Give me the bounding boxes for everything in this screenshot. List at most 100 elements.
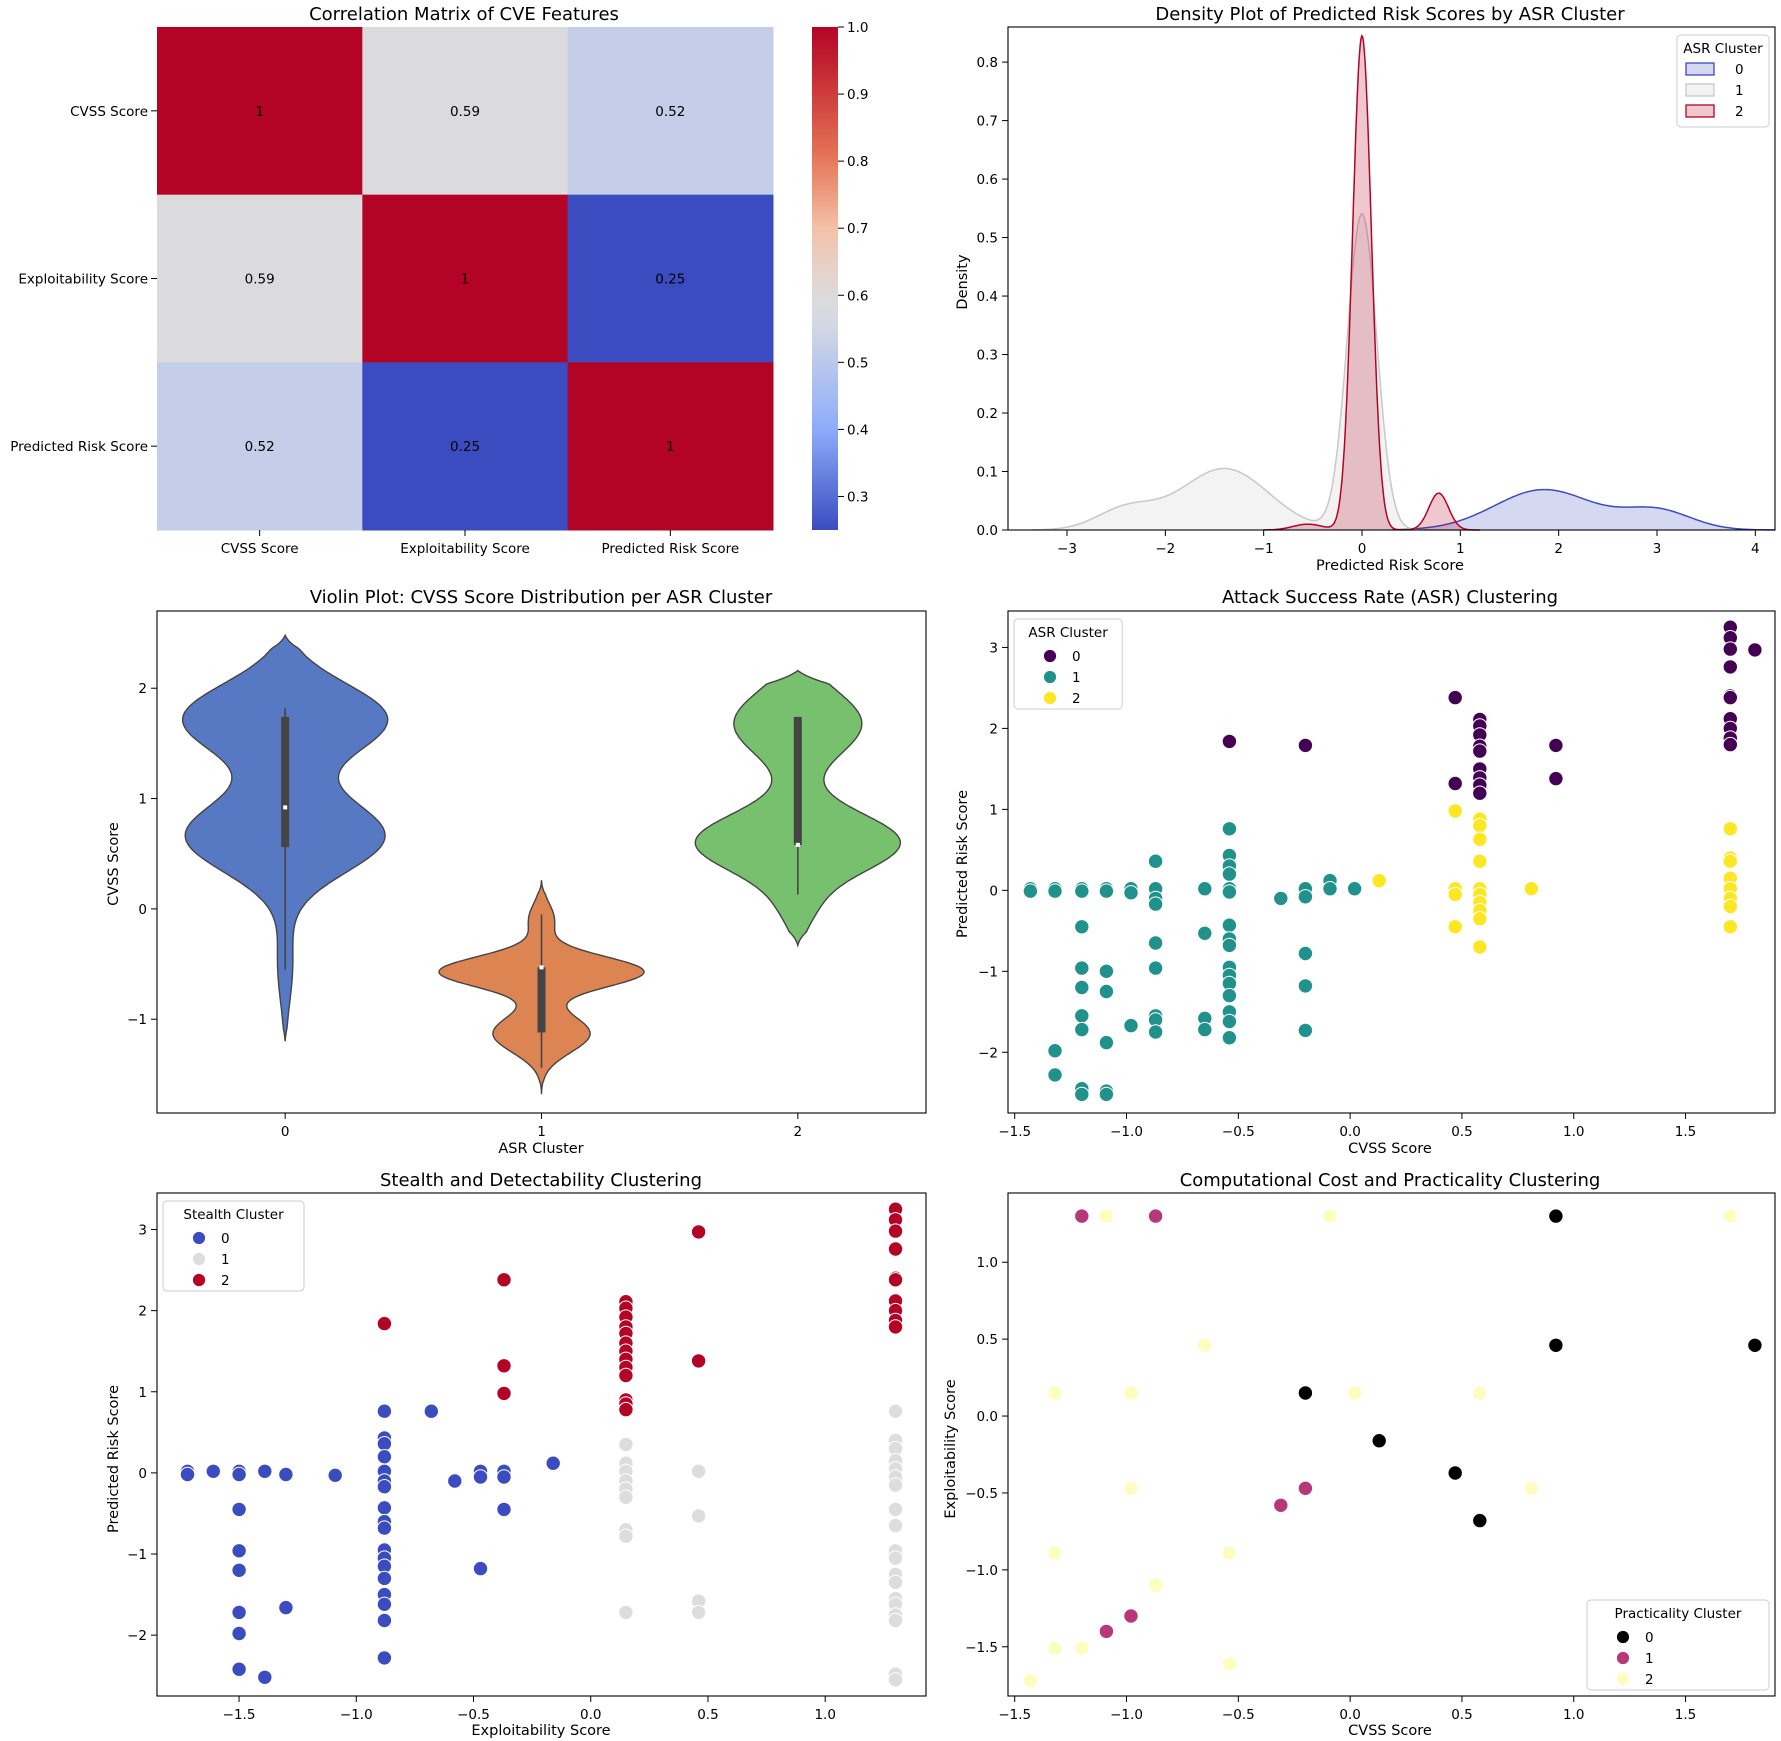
stealth-point-0-32: [376, 1612, 393, 1629]
practicality-point-1-2: [1297, 1480, 1314, 1497]
asr-point-1-30: [1147, 960, 1164, 976]
stealth-point-1-7: [618, 1528, 634, 1544]
practicality-point-2-4: [1047, 1385, 1063, 1401]
asr-point-2-1: [1447, 803, 1463, 819]
stealth-ytick-label-4: 2: [138, 1304, 147, 1320]
stealth-ylabel: Predicted Risk Score: [106, 1385, 122, 1533]
asr-ytick-label-5: 3: [989, 640, 998, 656]
practicality-point-2-13: [1047, 1640, 1063, 1657]
stealth-point-1-12: [690, 1604, 707, 1621]
heatmap-cell-label-1-1: 1: [461, 272, 470, 288]
stealth-point-0-40: [496, 1469, 512, 1485]
asr-point-1-28: [1147, 896, 1164, 912]
stealth-point-2-2: [496, 1358, 512, 1374]
practicality-point-2-9: [1523, 1480, 1540, 1497]
asr-point-0-12: [1472, 785, 1488, 801]
stealth-point-2-24: [887, 1272, 904, 1288]
heatmap-cell-label-2-1: 0.25: [450, 439, 480, 455]
violin-xlabel: ASR Cluster: [498, 1141, 583, 1157]
stealth-point-0-16: [376, 1403, 393, 1419]
stealth-point-1-31: [887, 1672, 904, 1688]
asr-point-0-14: [1548, 770, 1564, 787]
stealth-point-2-28: [887, 1319, 904, 1335]
stealth-point-0-23: [376, 1500, 393, 1516]
asr-legend-marker-2: [1043, 691, 1057, 705]
heatmap-colorbar-label-6: 0.9: [847, 87, 868, 103]
asr-point-0-18: [1722, 659, 1739, 675]
stealth-point-0-22: [376, 1479, 393, 1495]
asr-xtick-label-3: 0.0: [1339, 1124, 1360, 1140]
stealth-legend-label-1: 1: [221, 1252, 230, 1268]
stealth-point-0-37: [472, 1469, 489, 1485]
violin-median-2: [795, 842, 800, 847]
asr-point-1-19: [1098, 1034, 1115, 1051]
density-xtick-label-4: 1: [1456, 541, 1465, 557]
density-ytick-label-4: 0.4: [977, 289, 998, 305]
heatmap-colorbar-label-1: 0.4: [847, 422, 868, 438]
stealth-point-0-34: [423, 1403, 439, 1419]
stealth-point-0-38: [472, 1560, 489, 1577]
practicality-legend-label-2: 2: [1645, 1672, 1654, 1688]
practicality-point-0-1: [1548, 1337, 1564, 1354]
violin-ytick-label-2: 1: [138, 792, 147, 808]
heatmap-colorbar-label-4: 0.7: [847, 221, 868, 237]
stealth-point-0-2: [205, 1463, 222, 1480]
violin-ytick-label-3: 2: [138, 681, 147, 697]
density-xlabel: Predicted Risk Score: [1316, 558, 1464, 574]
heatmap-cell-label-1-2: 0.25: [655, 272, 685, 288]
practicality-point-2-15: [1221, 1656, 1238, 1672]
practicality-ytick-label-3: 0.0: [977, 1409, 998, 1425]
heatmap-cell-0-0: [157, 27, 363, 196]
practicality-ytick-label-0: −1.5: [965, 1640, 998, 1656]
asr-point-1-13: [1047, 1043, 1063, 1059]
asr-ytick-label-0: −2: [978, 1045, 998, 1061]
practicality-point-0-0: [1548, 1208, 1564, 1224]
asr-xlabel: CVSS Score: [1348, 1141, 1432, 1157]
practicality-point-1-4: [1123, 1608, 1139, 1624]
stealth-point-0-35: [447, 1473, 463, 1489]
stealth-point-0-19: [376, 1449, 393, 1465]
practicality-ytick-label-5: 1.0: [977, 1255, 998, 1271]
practicality-legend-marker-0: [1616, 1630, 1630, 1644]
density-area-1: [1032, 214, 1480, 530]
stealth-xtick-label-1: −1.0: [340, 1707, 373, 1723]
asr-point-0-0: [1221, 733, 1238, 750]
violin-xtick-label-0: 0: [281, 1124, 290, 1140]
stealth-point-0-31: [376, 1596, 393, 1613]
stealth-point-2-3: [496, 1385, 512, 1402]
stealth-point-1-8: [618, 1604, 634, 1621]
heatmap-colorbar-label-7: 1.0: [847, 20, 868, 36]
asr-scatter-panel: Attack Success Rate (ASR) Clustering CVS…: [955, 587, 1776, 1157]
violin-title: Violin Plot: CVSS Score Distribution per…: [310, 587, 773, 608]
heatmap-cell-2-0: [157, 362, 363, 531]
asr-point-1-17: [1098, 963, 1115, 979]
practicality-xtick-label-5: 1.0: [1563, 1707, 1584, 1723]
heatmap-cell-label-1-0: 0.59: [245, 272, 275, 288]
stealth-point-0-33: [376, 1650, 393, 1666]
asr-point-1-41: [1221, 866, 1238, 882]
practicality-xtick-label-4: 0.5: [1451, 1707, 1472, 1723]
heatmap-cell-0-1: [362, 27, 569, 196]
stealth-title: Stealth and Detectability Clustering: [380, 1170, 702, 1191]
practicality-legend-label-1: 1: [1645, 1651, 1654, 1667]
stealth-ytick-label-1: −1: [127, 1547, 147, 1563]
practicality-point-1-1: [1147, 1208, 1164, 1224]
stealth-point-1-9: [690, 1463, 707, 1480]
practicality-point-0-2: [1747, 1337, 1763, 1354]
density-area-0: [1391, 489, 1775, 530]
asr-title: Attack Success Rate (ASR) Clustering: [1222, 587, 1558, 608]
heatmap-ytick-label-0: CVSS Score: [70, 104, 148, 120]
practicality-point-2-0: [1098, 1208, 1115, 1224]
practicality-ylabel: Exploitability Score: [943, 1379, 959, 1518]
density-legend-title: ASR Cluster: [1683, 41, 1763, 57]
heatmap-title: Correlation Matrix of CVE Features: [309, 4, 619, 25]
stealth-point-1-21: [887, 1517, 904, 1534]
asr-point-1-38: [1221, 821, 1238, 837]
practicality-ytick-label-2: −0.5: [965, 1486, 998, 1502]
asr-ytick-label-1: −1: [978, 964, 998, 980]
practicality-point-2-1: [1322, 1208, 1338, 1224]
heatmap-xtick-label-0: CVSS Score: [221, 541, 299, 557]
asr-legend-title: ASR Cluster: [1028, 625, 1108, 641]
density-ytick-label-2: 0.2: [977, 406, 998, 422]
stealth-xtick-label-2: −0.5: [457, 1707, 490, 1723]
